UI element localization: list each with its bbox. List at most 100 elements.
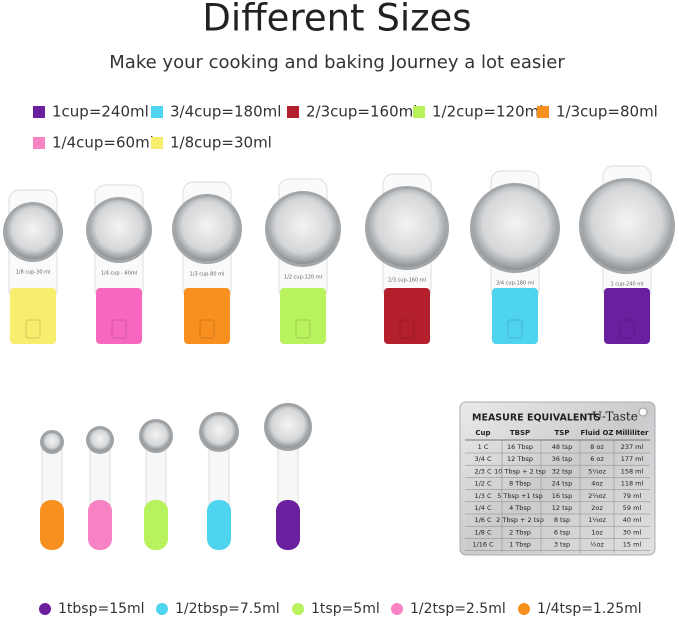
table-cell: 8 Tbsp xyxy=(509,480,531,488)
legend-label: 1/2tbsp=7.5ml xyxy=(175,601,280,617)
cup-bowl-inner xyxy=(268,194,338,264)
table-cell: 1/16 C xyxy=(472,541,494,549)
legend-swatch xyxy=(413,106,425,118)
legend-label: 3/4cup=180ml xyxy=(170,103,281,121)
title: Different Sizes xyxy=(202,0,471,40)
legend-dot xyxy=(39,603,51,615)
spoon-bowl-inner xyxy=(202,415,236,449)
table-cell: 12 Tbsp xyxy=(507,455,533,463)
cup-handle xyxy=(384,288,430,344)
table-cell: 40 ml xyxy=(623,516,642,524)
table-cell: 177 ml xyxy=(621,455,644,463)
legend-dot xyxy=(391,603,403,615)
spoon-bowl-inner xyxy=(43,433,61,451)
legend-label: 1/2tsp=2.5ml xyxy=(410,601,506,617)
legend-dot xyxy=(156,603,168,615)
table-cell: 16 tsp xyxy=(552,492,572,500)
cup-bowl-inner xyxy=(175,197,239,261)
table-cell: 1/3 C xyxy=(474,492,492,500)
cup-handle xyxy=(604,288,650,344)
table-cell: 8 tsp xyxy=(554,516,570,524)
table-cell: 36 tsp xyxy=(552,455,572,463)
table-header: TBSP xyxy=(510,429,530,437)
table-cell: 6 tsp xyxy=(554,528,570,536)
spoon-handle xyxy=(144,500,168,550)
table-header: Cup xyxy=(475,429,490,437)
table-cell: 48 tsp xyxy=(552,443,572,451)
legend-label: 2/3cup=160ml xyxy=(306,103,417,121)
legend-label: 1tbsp=15ml xyxy=(58,601,145,617)
table-cell: ½oz xyxy=(590,541,604,549)
legend-swatch xyxy=(151,106,163,118)
table-cell: 79 ml xyxy=(623,492,642,500)
table-header: Fluid OZ xyxy=(580,429,613,437)
legend-dot xyxy=(292,603,304,615)
table-cell: 5⅓oz xyxy=(588,467,606,475)
table-cell: 8 oz xyxy=(590,443,604,451)
cup-handle-mark xyxy=(619,319,635,339)
cup-handle-mark xyxy=(295,319,311,339)
cup-label: 1/8 cup-30 ml xyxy=(16,270,51,276)
legend-swatch xyxy=(537,106,549,118)
table-cell: 4 Tbsp xyxy=(509,504,531,512)
cup-bowl-inner xyxy=(473,186,557,270)
cup-label: 3/4 cup-180 ml xyxy=(496,281,534,287)
legend-label: 1/4tsp=1.25ml xyxy=(537,601,642,617)
cup-handle xyxy=(10,288,56,344)
table-cell: 1/6 C xyxy=(474,516,492,524)
table-cell: 32 tsp xyxy=(552,467,572,475)
magnet-hole xyxy=(638,407,648,417)
table-cell: 1/2 C xyxy=(474,480,492,488)
table-cell: 1/4 C xyxy=(474,504,492,512)
table-cell: 1⅓oz xyxy=(588,516,606,524)
magnet-title: MEASURE EQUIVALENTS xyxy=(472,413,601,424)
table-cell: 2oz xyxy=(591,504,603,512)
table-cell: 24 tsp xyxy=(552,480,572,488)
table-cell: 3/4 C xyxy=(474,455,492,463)
spoon-bowl-inner xyxy=(267,406,309,448)
cup-label: 1/2 cup-120 ml xyxy=(284,275,322,281)
table-cell: 15 ml xyxy=(623,541,642,549)
legend-swatch xyxy=(33,137,45,149)
cup-label: 1 cup-240 ml xyxy=(610,282,643,288)
table-cell: 4oz xyxy=(591,480,603,488)
cup-handle-mark xyxy=(399,319,415,339)
table-cell: 2 Tbsp + 2 tsp xyxy=(496,516,544,524)
table-cell: 30 ml xyxy=(623,528,642,536)
legend-label: 1/8cup=30ml xyxy=(170,134,272,152)
spoon-bowl-inner xyxy=(89,429,111,451)
cup-bowl-inner xyxy=(368,189,446,267)
table-header: TSP xyxy=(555,429,570,437)
legend-label: 1/2cup=120ml xyxy=(432,103,543,121)
cup-handle xyxy=(280,288,326,344)
subtitle: Make your cooking and baking Journey a l… xyxy=(109,52,565,73)
cup-bowl-inner xyxy=(89,200,149,260)
cup-bowl-inner xyxy=(6,205,60,259)
cup-handle xyxy=(492,288,538,344)
cup-handle-mark xyxy=(25,319,41,339)
cup-label: 1/3 cup-80 ml xyxy=(190,272,225,278)
table-cell: 2 Tbsp xyxy=(509,528,531,536)
table-cell: 237 ml xyxy=(621,443,644,451)
table-cell: 6 oz xyxy=(590,455,604,463)
spoon-handle xyxy=(207,500,231,550)
spoon-handle xyxy=(276,500,300,550)
spoon-bowl-inner xyxy=(142,422,170,450)
cup-handle-mark xyxy=(507,319,523,339)
spoon-handle xyxy=(40,500,64,550)
legend-label: 1/4cup=60ml xyxy=(52,134,154,152)
cup-handle xyxy=(184,288,230,344)
legend-label: 1/3cup=80ml xyxy=(556,103,658,121)
legend-label: 1cup=240ml xyxy=(52,103,149,121)
legend-swatch xyxy=(287,106,299,118)
table-cell: 2/3 C xyxy=(474,467,492,475)
cup-handle xyxy=(96,288,142,344)
legend-swatch xyxy=(151,137,163,149)
spoon-handle xyxy=(88,500,112,550)
cup-handle-mark xyxy=(111,319,127,339)
table-header: Milliliter xyxy=(616,429,649,437)
legend-label: 1tsp=5ml xyxy=(311,601,380,617)
table-cell: 1oz xyxy=(591,528,603,536)
table-cell: 118 ml xyxy=(621,480,644,488)
